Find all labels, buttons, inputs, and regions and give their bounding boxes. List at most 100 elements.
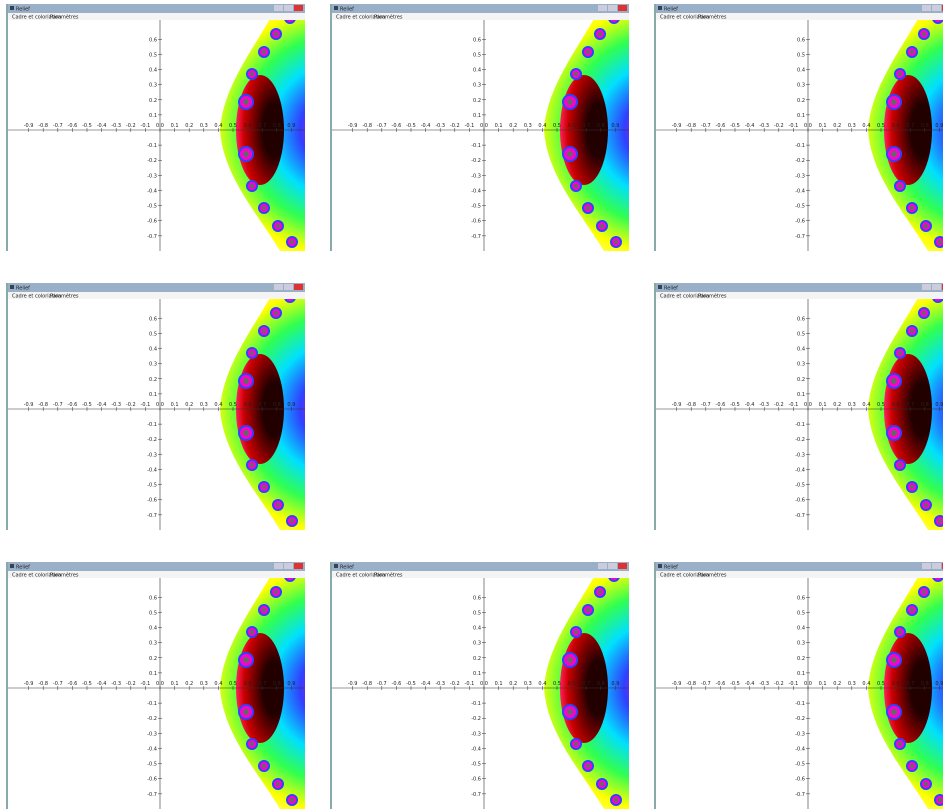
window-button[interactable]	[294, 5, 303, 11]
window-button[interactable]	[274, 284, 283, 290]
app-window: Relief Cadre et coloriation Paramètres -0.9…	[330, 4, 629, 251]
fractal-bulb-core	[290, 240, 294, 244]
menu-item[interactable]: Cadre et coloriation	[12, 294, 61, 300]
menu-item[interactable]: Cadre et coloriation	[336, 573, 385, 579]
menu-item[interactable]: Cadre et coloriation	[660, 15, 709, 21]
menu-bar	[332, 571, 629, 578]
x-tick-label: -0.6	[68, 681, 78, 687]
x-tick-label: -0.4	[745, 402, 755, 408]
x-tick-label: 0.4	[214, 402, 222, 408]
menu-item[interactable]: Cadre et coloriation	[12, 573, 61, 579]
fractal-bulb-core	[910, 50, 914, 54]
menu-item[interactable]: Cadre et coloriation	[660, 573, 709, 579]
window-button[interactable]	[922, 563, 931, 569]
y-tick-label: -0.6	[795, 498, 805, 504]
y-tick-label: -0.2	[147, 437, 157, 443]
y-tick-label: -0.6	[795, 777, 805, 783]
x-tick-label: -0.3	[111, 681, 121, 687]
window-button[interactable]	[618, 563, 627, 569]
y-tick-label: -0.4	[147, 467, 157, 473]
window-button[interactable]	[284, 284, 293, 290]
x-tick-label: -0.4	[745, 123, 755, 129]
menu-item[interactable]: Paramètres	[374, 572, 403, 579]
x-tick-label: 0.8	[921, 123, 929, 129]
window-button[interactable]	[932, 563, 941, 569]
x-tick-label: -0.5	[82, 402, 92, 408]
title-bar	[656, 562, 943, 571]
y-tick-label: 0.4	[797, 347, 805, 353]
x-tick-label: -0.3	[759, 402, 769, 408]
title-icon	[658, 564, 662, 568]
menu-item[interactable]: Paramètres	[698, 572, 727, 579]
window-button[interactable]	[922, 5, 931, 11]
y-tick-label: -0.4	[471, 746, 481, 752]
app-window: Relief Cadre et coloriation Paramètres -0.9…	[654, 562, 943, 809]
y-tick-label: -0.2	[471, 716, 481, 722]
menu-item[interactable]: Paramètres	[698, 14, 727, 21]
menu-item[interactable]: Cadre et coloriation	[12, 15, 61, 21]
window-button[interactable]	[274, 5, 283, 11]
fractal-bulb-core	[922, 32, 926, 36]
window-button[interactable]	[284, 563, 293, 569]
x-tick-label: 0.6	[244, 681, 252, 687]
fractal-bulb-core	[891, 378, 897, 384]
x-tick-label: -0.3	[759, 123, 769, 129]
menu-item[interactable]: Paramètres	[50, 293, 79, 300]
window-button[interactable]	[932, 284, 941, 290]
window-button[interactable]	[922, 284, 931, 290]
window-button[interactable]	[598, 563, 607, 569]
menu-bar	[332, 13, 629, 20]
menu-item[interactable]: Cadre et coloriation	[336, 15, 385, 21]
y-tick-label: -0.4	[795, 188, 805, 194]
fractal-bulb-core	[250, 351, 254, 355]
x-tick-label: 0.6	[892, 402, 900, 408]
fractal-bulb-core	[910, 485, 914, 489]
window-button[interactable]	[598, 5, 607, 11]
y-tick-label: 0.6	[797, 595, 805, 601]
x-tick-label: 0.7	[258, 681, 266, 687]
y-tick-label: -0.2	[147, 716, 157, 722]
window-title: Relief	[16, 286, 30, 292]
fractal-bulb-core	[922, 311, 926, 315]
y-tick-label: -0.1	[471, 701, 481, 707]
x-tick-label: 0.0	[480, 123, 488, 129]
fractal-bulb-core	[600, 782, 604, 786]
window-button[interactable]	[294, 563, 303, 569]
x-tick-label: -0.5	[406, 123, 416, 129]
window-button[interactable]	[294, 284, 303, 290]
window-button[interactable]	[274, 563, 283, 569]
x-tick-label: 0.5	[877, 681, 885, 687]
fractal-bulb-core	[910, 608, 914, 612]
fractal-bulb-core	[250, 184, 254, 188]
menu-bar	[656, 571, 943, 578]
menu-item[interactable]: Paramètres	[374, 14, 403, 21]
y-tick-label: -0.1	[795, 422, 805, 428]
y-tick-label: 0.4	[473, 626, 481, 632]
x-tick-label: -0.2	[774, 681, 784, 687]
x-tick-label: -0.4	[97, 681, 107, 687]
window-title: Relief	[664, 286, 678, 292]
window-button[interactable]	[608, 5, 617, 11]
title-icon	[10, 564, 14, 568]
x-tick-label: -0.1	[141, 123, 151, 129]
x-tick-label: 0.6	[568, 123, 576, 129]
menu-item[interactable]: Paramètres	[50, 572, 79, 579]
menu-item[interactable]: Cadre et coloriation	[660, 294, 709, 300]
window-button[interactable]	[284, 5, 293, 11]
y-tick-label: -0.7	[471, 234, 481, 240]
x-tick-label: -0.2	[450, 123, 460, 129]
window-button[interactable]	[618, 5, 627, 11]
y-tick-label: -0.6	[471, 777, 481, 783]
x-tick-label: 0.7	[582, 123, 590, 129]
x-tick-label: -0.3	[759, 681, 769, 687]
menu-item[interactable]: Paramètres	[50, 14, 79, 21]
menu-item[interactable]: Paramètres	[698, 293, 727, 300]
y-tick-label: -0.4	[471, 188, 481, 194]
window-button[interactable]	[932, 5, 941, 11]
y-tick-label: 0.4	[149, 626, 157, 632]
fractal-bulb-core	[262, 206, 266, 210]
window-button[interactable]	[608, 563, 617, 569]
